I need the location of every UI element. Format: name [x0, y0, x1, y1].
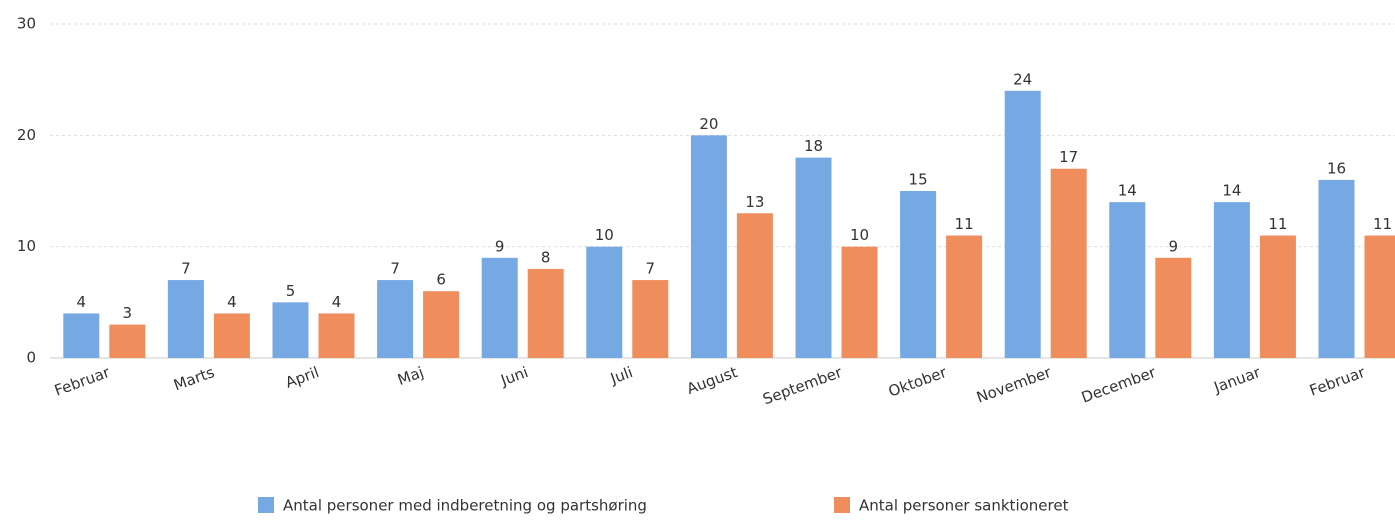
bar [63, 313, 100, 358]
x-tick-label: Maj [395, 363, 426, 389]
data-label: 3 [123, 304, 133, 322]
bar [481, 257, 518, 358]
data-label: 11 [1268, 215, 1287, 233]
bar [1318, 179, 1355, 358]
data-label: 24 [1013, 70, 1032, 88]
bar [1109, 202, 1146, 358]
bar [272, 302, 309, 358]
data-label: 9 [495, 237, 505, 255]
data-label: 4 [77, 293, 87, 311]
data-label: 14 [1222, 182, 1241, 200]
data-label: 18 [804, 137, 823, 155]
y-tick-label: 0 [26, 349, 36, 367]
data-label: 10 [595, 226, 614, 244]
data-label: 7 [181, 260, 191, 278]
data-label: 4 [227, 293, 237, 311]
bar [423, 291, 460, 358]
x-tick-label: Juni [498, 363, 531, 390]
bar [841, 246, 878, 358]
bar [109, 324, 146, 358]
x-tick-label: December [1079, 363, 1159, 407]
x-tick-label: September [760, 363, 845, 409]
bar [632, 280, 669, 358]
x-tick-label: Marts [171, 363, 217, 394]
bar [1213, 202, 1250, 358]
data-label: 7 [390, 260, 400, 278]
data-label: 17 [1059, 148, 1078, 166]
y-tick-label: 30 [17, 15, 36, 33]
x-tick-label: April [283, 363, 321, 392]
bar [586, 246, 623, 358]
bar [318, 313, 355, 358]
x-tick-label: Januar [1211, 363, 1264, 397]
data-label: 8 [541, 248, 551, 266]
x-tick-label: Februar [1307, 363, 1368, 400]
legend-label: Antal personer med indberetning og parts… [283, 497, 647, 515]
data-label: 11 [955, 215, 974, 233]
y-tick-label: 10 [17, 237, 36, 255]
bar [946, 235, 983, 358]
bar [1004, 90, 1041, 359]
data-label: 11 [1373, 215, 1392, 233]
data-label: 13 [745, 193, 764, 211]
bar [736, 213, 773, 358]
bar [1050, 168, 1087, 358]
data-label: 7 [646, 260, 656, 278]
x-tick-label: Oktober [886, 363, 950, 401]
bar [167, 280, 204, 358]
bar [795, 157, 832, 358]
bar [1155, 257, 1192, 358]
data-label: 16 [1327, 159, 1346, 177]
legend-swatch [834, 497, 850, 513]
x-tick-label: August [684, 363, 740, 398]
bar [213, 313, 250, 358]
bar [377, 280, 414, 358]
bar [1364, 235, 1395, 358]
legend-label: Antal personer sanktioneret [859, 497, 1069, 515]
x-tick-label: Juli [607, 363, 635, 388]
data-label: 10 [850, 226, 869, 244]
bar [690, 135, 727, 358]
data-label: 14 [1118, 182, 1137, 200]
x-tick-label: Februar [52, 363, 113, 400]
data-label: 5 [286, 282, 296, 300]
data-label: 9 [1169, 237, 1179, 255]
bar [900, 191, 937, 358]
y-tick-label: 20 [17, 126, 36, 144]
data-label: 6 [436, 271, 446, 289]
legend-swatch [258, 497, 274, 513]
x-tick-label: November [974, 363, 1054, 407]
data-label: 15 [909, 171, 928, 189]
bar [527, 268, 564, 358]
data-label: 4 [332, 293, 342, 311]
bar [1259, 235, 1296, 358]
data-label: 20 [699, 115, 718, 133]
